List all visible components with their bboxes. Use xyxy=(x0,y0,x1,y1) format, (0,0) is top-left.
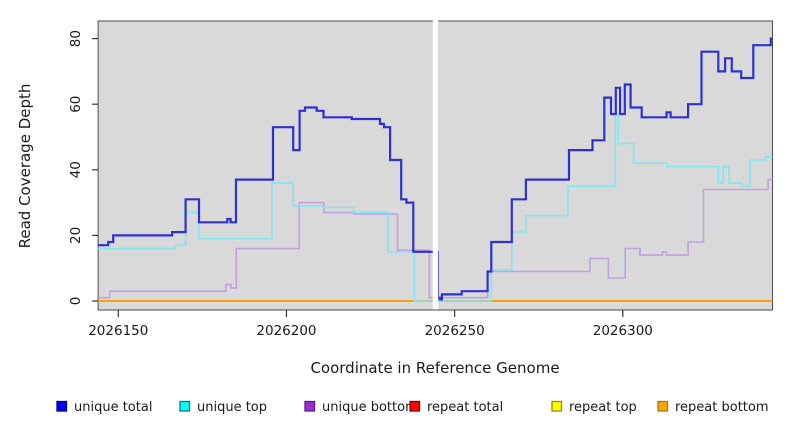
legend-item-repeat-total: repeat total xyxy=(409,400,503,415)
y-tick-label: 60 xyxy=(68,96,84,113)
y-tick-label: 40 xyxy=(68,161,84,178)
legend-swatch-repeat-bottom xyxy=(657,400,669,412)
axes: 0 20 40 60 80 2026150 2026200 2026250 2026300 xyxy=(68,30,653,339)
legend-swatch-unique-total xyxy=(56,400,68,412)
legend: unique total unique top unique bottom repea… xyxy=(56,400,769,415)
legend-label-unique-total: unique total xyxy=(74,400,152,415)
series-line-unique-top xyxy=(98,113,773,302)
x-tick-label: 2026200 xyxy=(256,323,316,339)
legend-item-unique-total: unique total xyxy=(56,400,152,415)
legend-item-repeat-bottom: repeat bottom xyxy=(657,400,769,415)
legend-swatch-unique-bottom xyxy=(304,400,316,412)
x-axis-title: Coordinate in Reference Genome xyxy=(310,359,559,377)
legend-item-unique-bottom: unique bottom xyxy=(304,400,418,415)
x-tick-label: 2026250 xyxy=(425,323,485,339)
coverage-gap xyxy=(432,15,439,310)
legend-label-unique-top: unique top xyxy=(197,400,267,415)
legend-item-unique-top: unique top xyxy=(179,400,267,415)
y-tick-label: 20 xyxy=(68,227,84,244)
legend-item-repeat-top: repeat top xyxy=(551,400,637,415)
series-line-unique-total xyxy=(98,37,773,301)
y-tick-label: 0 xyxy=(68,297,84,306)
y-tick-label: 80 xyxy=(68,30,84,47)
legend-swatch-repeat-top xyxy=(551,400,563,412)
legend-label-repeat-bottom: repeat bottom xyxy=(675,400,769,415)
y-axis-title: Read Coverage Depth xyxy=(16,84,34,249)
legend-label-repeat-top: repeat top xyxy=(569,400,637,415)
legend-swatch-repeat-total xyxy=(409,400,421,412)
x-tick-label: 2026300 xyxy=(593,323,653,339)
legend-label-repeat-total: repeat total xyxy=(427,400,503,415)
legend-label-unique-bottom: unique bottom xyxy=(322,400,418,415)
x-tick-label: 2026150 xyxy=(88,323,148,339)
legend-swatch-unique-top xyxy=(179,400,191,412)
plot-area xyxy=(97,15,774,311)
